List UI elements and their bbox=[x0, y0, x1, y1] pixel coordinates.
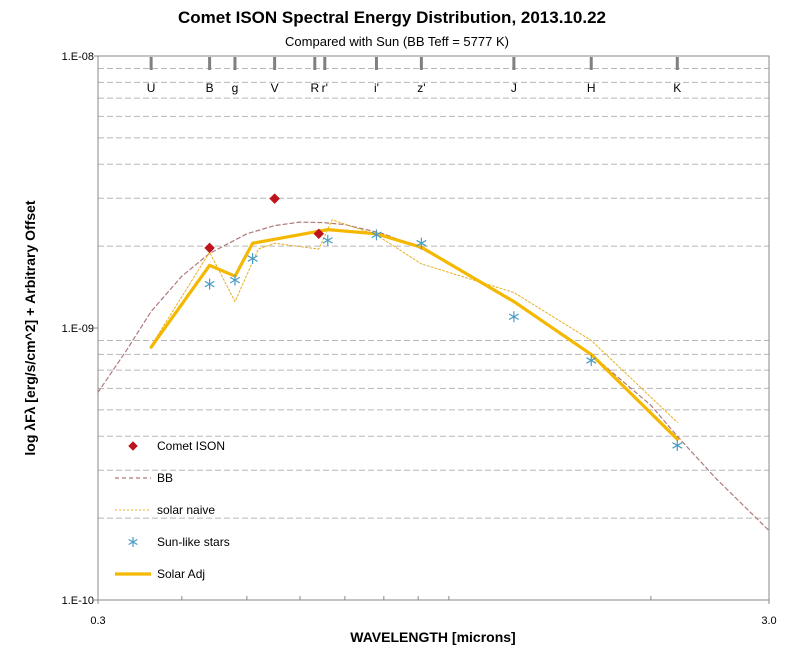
star-point bbox=[229, 274, 241, 286]
series-bb bbox=[97, 221, 770, 532]
data-series bbox=[97, 193, 770, 532]
band-label: g bbox=[232, 81, 239, 95]
legend-item: Sun-like stars bbox=[128, 535, 230, 549]
band-label: H bbox=[587, 81, 596, 95]
legend-item: solar naive bbox=[115, 503, 215, 517]
y-axis-ticks: 1.E-08 1.E-09 1.E-10 bbox=[62, 51, 98, 607]
legend-label: Comet ISON bbox=[157, 439, 225, 453]
star-point bbox=[128, 537, 138, 547]
band-label: J bbox=[511, 81, 517, 95]
band-label: r' bbox=[322, 81, 328, 95]
y-tick-label: 1.E-09 bbox=[62, 323, 94, 335]
comet-point bbox=[204, 242, 215, 254]
band-label: z' bbox=[417, 81, 425, 95]
series-line bbox=[150, 219, 678, 423]
band-label: U bbox=[147, 81, 156, 95]
comet-point bbox=[128, 441, 138, 451]
star-point bbox=[416, 237, 427, 249]
legend-item: BB bbox=[115, 471, 173, 485]
star-point bbox=[371, 229, 382, 241]
legend-item: Comet ISON bbox=[128, 439, 225, 453]
legend-label: Sun-like stars bbox=[157, 535, 230, 549]
x-tick-label: 0.3 bbox=[90, 615, 105, 627]
chart-subtitle: Compared with Sun (BB Teff = 5777 K) bbox=[285, 34, 509, 49]
legend-label: Solar Adj bbox=[157, 567, 205, 581]
band-label: B bbox=[206, 81, 214, 95]
series-solar-naive bbox=[150, 219, 678, 423]
x-axis-title: WAVELENGTH [microns] bbox=[350, 629, 515, 645]
series-line bbox=[149, 228, 679, 441]
comet-point bbox=[313, 228, 325, 240]
x-axis-ticks: 0.3 3.0 bbox=[90, 596, 777, 627]
legend-label: BB bbox=[157, 471, 173, 485]
band-label: V bbox=[271, 81, 279, 95]
band-label: K bbox=[673, 81, 681, 95]
comet-point bbox=[269, 193, 280, 204]
legend-item: Solar Adj bbox=[115, 567, 205, 581]
y-tick-label: 1.E-08 bbox=[62, 51, 94, 63]
band-label: i' bbox=[374, 81, 379, 95]
y-tick-label: 1.E-10 bbox=[62, 595, 94, 607]
legend: Comet ISON BB solar naive Sun-like stars Sol… bbox=[115, 439, 230, 581]
legend-label: solar naive bbox=[157, 503, 215, 517]
star-point bbox=[322, 234, 333, 246]
y-axis-title: log λFλ [erg/s/cm^2] + Arbitrary Offset bbox=[22, 200, 38, 456]
band-label: R bbox=[310, 81, 319, 95]
chart-title: Comet ISON Spectral Energy Distribution,… bbox=[178, 8, 606, 27]
star-point bbox=[247, 253, 258, 265]
star-point bbox=[586, 354, 597, 366]
star-point bbox=[204, 278, 215, 290]
series-comet-ison bbox=[204, 193, 325, 254]
series-line bbox=[97, 221, 770, 532]
series-solar-adj bbox=[149, 228, 679, 441]
series-sun-like-stars bbox=[204, 229, 683, 451]
star-point bbox=[672, 439, 683, 451]
x-tick-label: 3.0 bbox=[761, 615, 776, 627]
star-point bbox=[508, 311, 519, 323]
